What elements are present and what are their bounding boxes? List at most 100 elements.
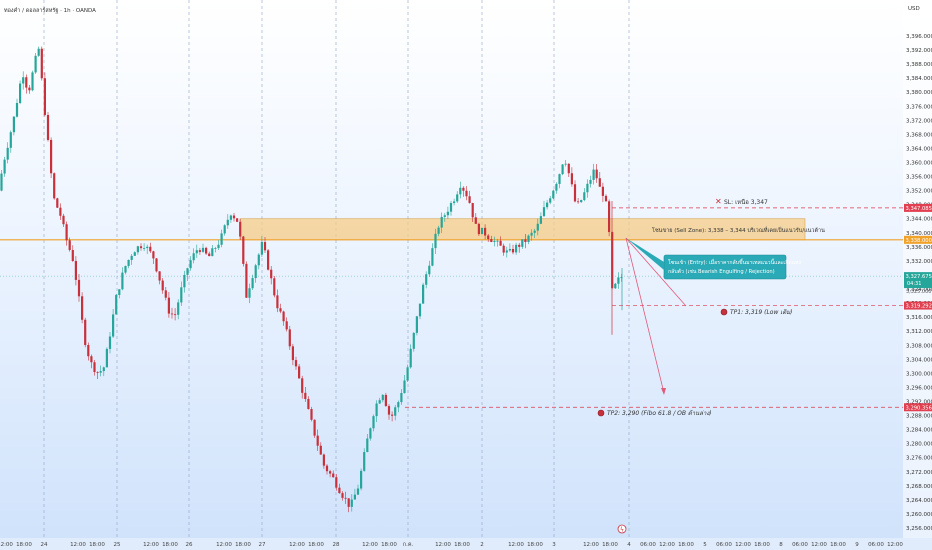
target-icon <box>720 308 728 316</box>
candle-body <box>453 201 456 204</box>
price-tick-label: 3,364.000 <box>906 146 932 152</box>
candle-body <box>37 48 40 56</box>
time-tick-label: 25 <box>114 542 121 548</box>
candle-body <box>99 371 102 373</box>
price-tick-label: 3,300.000 <box>906 371 932 377</box>
time-tick-label: 9 <box>855 542 859 548</box>
candle-body <box>542 207 546 217</box>
time-tick-label: 18:00 <box>830 542 846 548</box>
candle-body <box>567 163 570 174</box>
candle-body <box>443 215 446 217</box>
candle-body <box>332 473 335 478</box>
candlestick-series[interactable] <box>0 46 623 513</box>
price-tick-label: 3,332.000 <box>906 259 932 265</box>
tp1-label: TP1: 3,319 (Low เดิม) <box>730 309 793 316</box>
candle-body <box>440 216 443 228</box>
candle-body <box>310 409 313 420</box>
candle-body <box>484 227 487 236</box>
candle-body <box>93 362 96 372</box>
sl-price-badge <box>904 203 932 212</box>
candle-body <box>527 235 530 242</box>
candle-body <box>549 198 552 203</box>
candle-body <box>539 216 542 224</box>
candle-body <box>158 271 161 281</box>
price-tick-label: 3,268.000 <box>906 484 932 490</box>
candle-body <box>40 48 43 79</box>
candle-body <box>353 494 356 500</box>
time-tick-label: 18:00 <box>89 542 105 548</box>
time-tick-label: 12:00 <box>143 542 159 548</box>
candle-body <box>409 348 412 368</box>
candle-body <box>468 196 471 204</box>
candle-body <box>143 248 146 249</box>
price-tick-label: 3,392.000 <box>906 48 932 54</box>
candle-body <box>220 233 223 245</box>
candle-body <box>583 192 586 200</box>
current-price-badge <box>904 272 932 289</box>
candle-body <box>614 283 617 289</box>
candle-body <box>425 274 428 285</box>
candle-body <box>232 215 236 219</box>
candle-body <box>53 173 56 199</box>
event-marker[interactable]: ϟ <box>617 524 627 534</box>
tp1-annotation: TP1: 3,319 (Low เดิม) <box>720 308 793 316</box>
time-tick-label: 8 <box>779 542 783 548</box>
target-icon <box>597 409 605 417</box>
candle-body <box>604 195 608 202</box>
candle-body <box>50 139 53 174</box>
candle-body <box>335 477 338 488</box>
candle-body <box>620 277 623 279</box>
time-tick-label: 5 <box>703 542 707 548</box>
candle-body <box>564 163 567 165</box>
time-tick-label: 18:00 <box>454 542 470 548</box>
tp1-price-badge-text: 3,319.292 <box>906 304 932 310</box>
candle-body <box>133 252 136 256</box>
candle-body <box>121 272 124 290</box>
candle-body <box>170 313 174 315</box>
candle-body <box>338 487 341 494</box>
candle-body <box>6 147 9 160</box>
candle-body <box>257 254 260 266</box>
candle-body <box>102 367 105 372</box>
candle-body <box>508 248 511 251</box>
candle-body <box>601 186 604 196</box>
candle-body <box>270 269 273 279</box>
resistance-price-badge-text: 3,338.000 <box>906 238 932 244</box>
candle-body <box>279 308 282 312</box>
time-tick-label: 06:00 <box>716 542 732 548</box>
candle-body <box>22 77 25 84</box>
candle-body <box>254 265 257 279</box>
candle-body <box>105 348 108 368</box>
candle-body <box>189 260 192 269</box>
price-tick-label: 3,312.000 <box>906 329 932 335</box>
candle-body <box>239 221 242 237</box>
price-tick-label: 3,380.000 <box>906 90 932 96</box>
time-tick-label: 12:00 <box>508 542 524 548</box>
candle-body <box>505 250 508 253</box>
candle-body <box>115 294 118 315</box>
time-tick-label: 12:00 <box>0 542 13 548</box>
time-tick-label: 26 <box>186 542 193 548</box>
candle-body <box>474 217 477 224</box>
price-tick-label: 3,256.000 <box>906 526 932 532</box>
candle-body <box>186 268 189 275</box>
candle-body <box>15 102 19 117</box>
entry-callout[interactable]: โซนเข้า (Entry): เมื่อราคากลับขึ้นมาเทสแ… <box>626 238 801 280</box>
candle-body <box>391 414 394 416</box>
candle-body <box>378 400 381 404</box>
candle-body <box>403 380 406 394</box>
candle-body <box>3 159 6 174</box>
candle-body <box>223 225 226 234</box>
time-tick-label: 18:00 <box>527 542 543 548</box>
tp2-price-badge <box>904 403 932 412</box>
candle-body <box>375 403 378 417</box>
price-tick-label: 3,272.000 <box>906 470 932 476</box>
candle-body <box>511 248 515 253</box>
price-sub-label: 3,325.000 <box>906 289 931 295</box>
candle-body <box>43 78 46 115</box>
candle-body <box>251 278 254 289</box>
candle-body <box>412 332 415 349</box>
candle-body <box>428 265 431 275</box>
candle-body <box>130 255 133 260</box>
candle-body <box>431 248 434 266</box>
